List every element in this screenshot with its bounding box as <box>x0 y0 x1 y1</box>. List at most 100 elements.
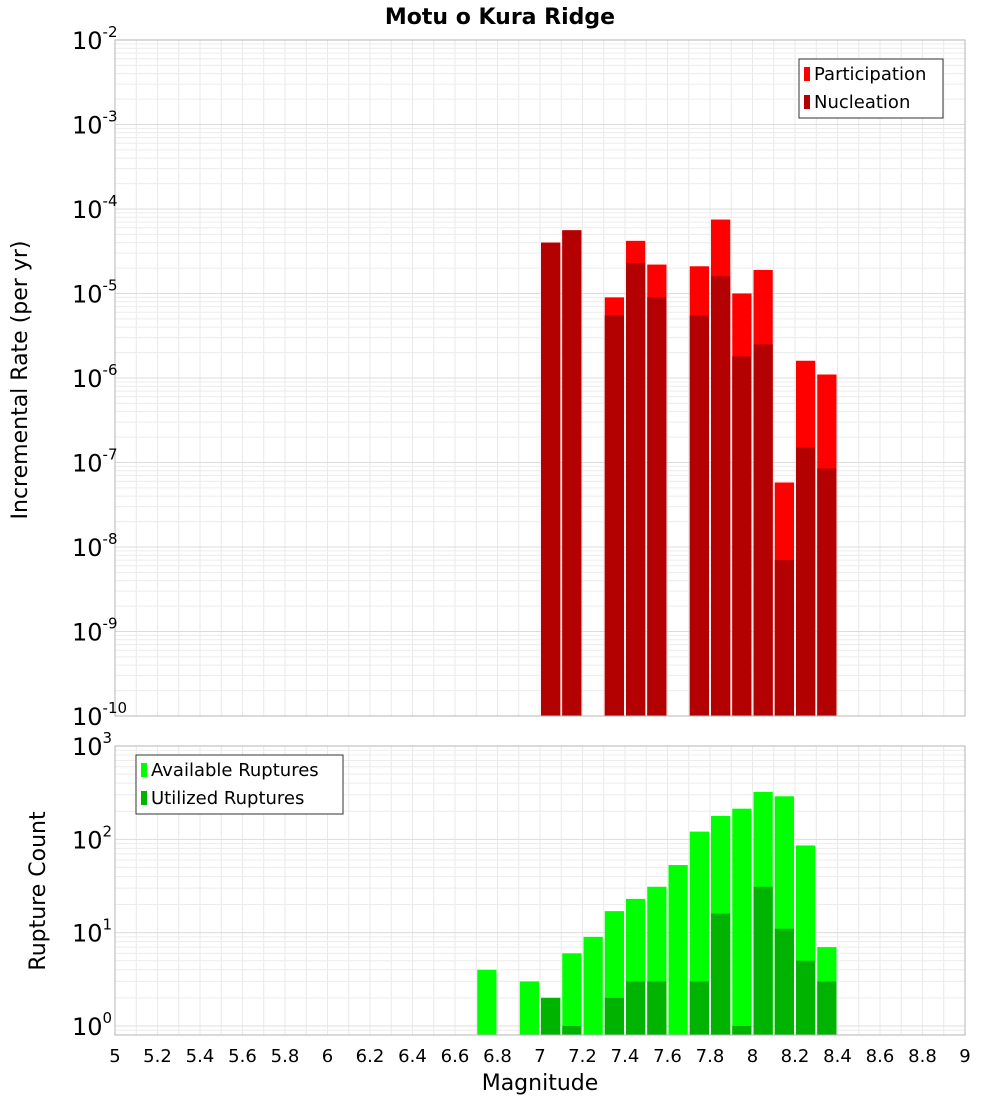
available-ruptures-bar <box>732 808 752 1035</box>
x-tick-label: 7.2 <box>568 1046 597 1067</box>
available-ruptures-legend-swatch <box>141 763 147 777</box>
available-ruptures-bar <box>583 936 603 1035</box>
y-tick-exponent: -10 <box>103 699 128 717</box>
utilized-ruptures-legend-swatch <box>141 791 147 805</box>
y-tick-exponent: 3 <box>103 729 113 747</box>
x-tick-label: 9 <box>959 1046 970 1067</box>
x-tick-label: 6.8 <box>483 1046 512 1067</box>
y-tick-base: 10 <box>72 365 103 393</box>
x-tick-label: 7.8 <box>696 1046 725 1067</box>
y-tick-base: 10 <box>72 27 103 55</box>
y-tick-exponent: 2 <box>103 822 113 840</box>
nucleation-legend-swatch <box>804 95 810 109</box>
utilized-ruptures-bar <box>604 997 624 1035</box>
y-tick-exponent: -6 <box>103 361 118 379</box>
available-ruptures-bar <box>519 981 539 1035</box>
utilized-ruptures-bar <box>541 997 561 1035</box>
utilized-ruptures-bar <box>626 981 646 1035</box>
nucleation-bar <box>711 276 731 716</box>
nucleation-bar <box>689 315 709 716</box>
x-tick-label: 6.2 <box>356 1046 385 1067</box>
y-tick-base: 10 <box>72 450 103 478</box>
x-tick-label: 8.4 <box>823 1046 852 1067</box>
nucleation-bar <box>732 356 752 716</box>
top-y-axis-label: Incremental Rate (per yr) <box>8 241 33 520</box>
x-tick-label: 5.2 <box>143 1046 172 1067</box>
count-y-tick-label: 100 <box>72 1009 112 1041</box>
rate-y-tick-label: 10-6 <box>72 361 118 393</box>
x-tick-label: 8.2 <box>781 1046 810 1067</box>
rate-y-tick-label: 10-8 <box>72 530 118 562</box>
rate-y-tick-label: 10-5 <box>72 277 118 309</box>
rate-y-tick-label: 10-2 <box>72 23 118 55</box>
y-tick-base: 10 <box>72 920 103 948</box>
rate-legend-box <box>798 58 944 119</box>
rate-y-tick-label: 10-7 <box>72 446 118 478</box>
count-bars <box>477 791 837 1035</box>
rate-plot-frame <box>114 39 966 717</box>
y-tick-exponent: -4 <box>103 192 118 210</box>
x-axis-label: Magnitude <box>482 1071 599 1096</box>
rate-y-tick-label: 10-10 <box>72 699 127 731</box>
utilized-ruptures-bar <box>774 928 794 1035</box>
y-tick-exponent: -9 <box>103 615 118 633</box>
y-tick-base: 10 <box>72 1013 103 1041</box>
rate-legend: Participation Nucleation <box>798 58 944 119</box>
nucleation-bar <box>541 242 561 717</box>
rate-bars <box>541 219 837 717</box>
rate-y-tick-label: 10-4 <box>72 192 118 224</box>
available-ruptures-bar <box>477 969 497 1035</box>
count-legend-box <box>135 754 344 815</box>
count-y-tick-label: 102 <box>72 822 112 854</box>
x-tick-label: 5.8 <box>271 1046 300 1067</box>
x-tick-label: 8 <box>747 1046 758 1067</box>
rate-gridlines <box>114 39 966 717</box>
x-tick-label: 6 <box>322 1046 333 1067</box>
rate-plot-area: 10-1010-910-810-710-610-510-410-310-2Par… <box>72 23 966 731</box>
y-tick-base: 10 <box>72 733 103 761</box>
y-tick-exponent: -3 <box>103 108 118 126</box>
y-tick-base: 10 <box>72 112 103 140</box>
x-tick-label: 8.6 <box>866 1046 895 1067</box>
nucleation-bar <box>604 315 624 716</box>
nucleation-bar <box>817 468 837 716</box>
x-tick-label: 5 <box>109 1046 120 1067</box>
y-tick-base: 10 <box>72 619 103 647</box>
y-tick-exponent: 0 <box>103 1009 113 1027</box>
y-tick-base: 10 <box>72 534 103 562</box>
nucleation-legend-label: Nucleation <box>814 92 910 113</box>
utilized-ruptures-bar <box>817 981 837 1035</box>
y-tick-exponent: -8 <box>103 530 118 548</box>
nucleation-bar <box>562 230 582 716</box>
x-tick-label: 7 <box>534 1046 545 1067</box>
x-tick-label: 7.4 <box>611 1046 640 1067</box>
x-tick-label: 6.4 <box>398 1046 427 1067</box>
y-tick-exponent: -5 <box>103 277 118 295</box>
participation-legend-swatch <box>804 67 810 81</box>
x-tick-label: 8.8 <box>908 1046 937 1067</box>
utilized-ruptures-bar <box>647 981 667 1035</box>
utilized-ruptures-bar <box>732 1025 752 1035</box>
count-y-tick-label: 101 <box>72 916 112 948</box>
utilized-ruptures-bar <box>711 913 731 1035</box>
utilized-ruptures-bar <box>796 960 816 1035</box>
y-tick-base: 10 <box>72 196 103 224</box>
count-legend: Available Ruptures Utilized Ruptures <box>135 754 344 815</box>
count-y-tick-label: 103 <box>72 729 112 761</box>
nucleation-bar <box>753 344 773 716</box>
nucleation-bar <box>626 262 646 716</box>
y-tick-exponent: -2 <box>103 23 118 41</box>
x-tick-label: 5.6 <box>228 1046 257 1067</box>
nucleation-bar <box>774 560 794 716</box>
rate-y-tick-label: 10-9 <box>72 615 118 647</box>
y-tick-exponent: 1 <box>103 916 113 934</box>
y-tick-exponent: -7 <box>103 446 118 464</box>
chart-title: Motu o Kura Ridge <box>385 5 615 30</box>
available-ruptures-bar <box>668 865 688 1035</box>
y-tick-base: 10 <box>72 281 103 309</box>
rate-y-tick-label: 10-3 <box>72 108 118 140</box>
utilized-ruptures-legend-label: Utilized Ruptures <box>151 788 304 809</box>
utilized-ruptures-bar <box>562 1025 582 1035</box>
available-ruptures-bar <box>562 953 582 1035</box>
